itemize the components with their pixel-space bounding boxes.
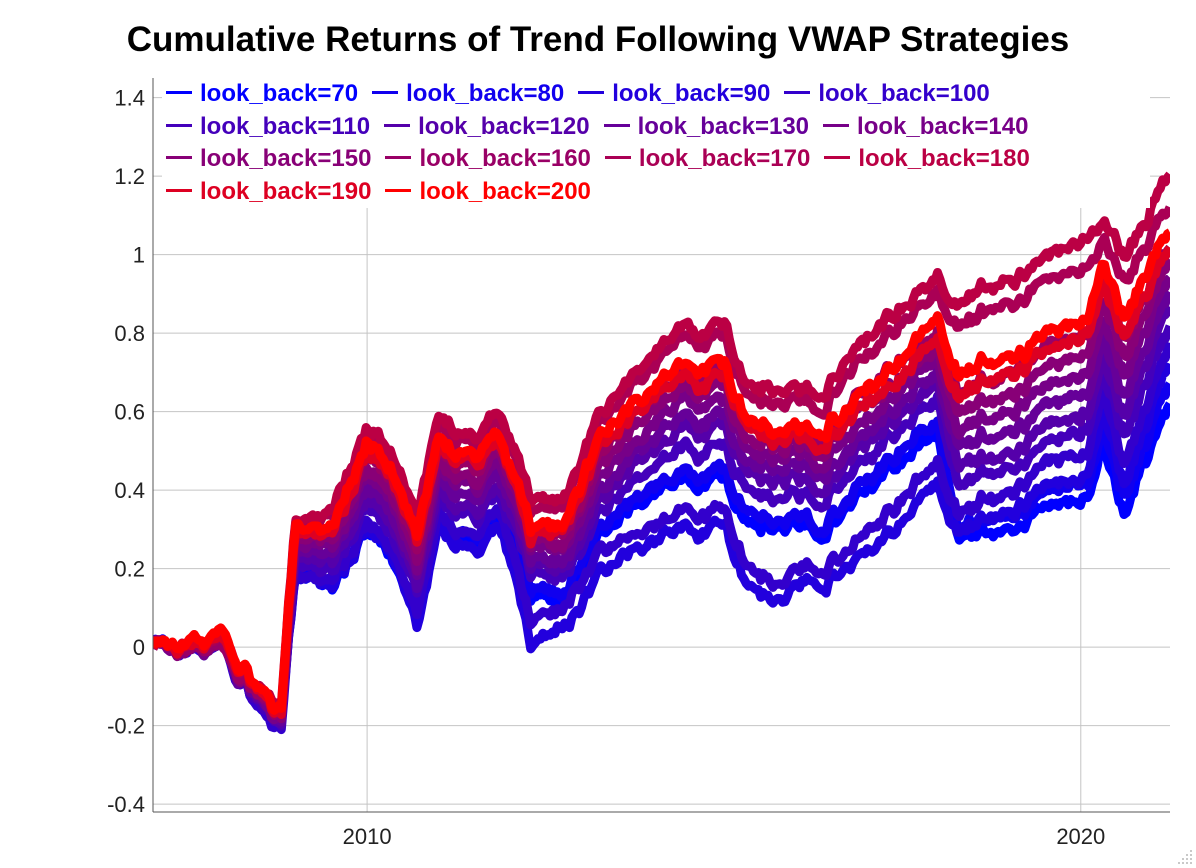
legend-swatch xyxy=(385,156,412,160)
series-line xyxy=(153,228,1170,715)
legend-entry[interactable]: look_back=140 xyxy=(823,111,1028,144)
legend-swatch xyxy=(824,156,851,160)
legend-entry[interactable]: look_back=70 xyxy=(166,78,358,111)
legend-label: look_back=70 xyxy=(200,80,359,107)
legend: look_back=70 look_back=80 look_back=90 look… xyxy=(162,78,1150,208)
legend-entry[interactable]: look_back=90 xyxy=(578,78,770,111)
y-tick-label: 0 xyxy=(133,635,145,660)
y-tick-label: -0.4 xyxy=(107,792,145,817)
y-tick-label: 0.2 xyxy=(114,557,145,582)
chart-title: Cumulative Returns of Trend Following VW… xyxy=(126,20,1070,59)
legend-swatch xyxy=(166,123,192,127)
x-tick-label: 2010 xyxy=(343,824,392,849)
y-tick-label: 0.6 xyxy=(114,400,145,425)
legend-label: look_back=140 xyxy=(857,112,1029,140)
legend-label: look_back=150 xyxy=(200,145,372,172)
legend-entry[interactable]: look_back=110 xyxy=(166,111,370,144)
legend-label: look_back=190 xyxy=(200,177,372,205)
legend-label: look_back=100 xyxy=(818,80,990,107)
legend-entry[interactable]: look_back=200 xyxy=(385,176,591,209)
y-tick-label: -0.2 xyxy=(107,714,145,739)
legend-label: look_back=170 xyxy=(638,145,811,172)
legend-entry[interactable]: look_back=130 xyxy=(603,111,810,144)
series-line xyxy=(153,304,1170,729)
legend-label: look_back=180 xyxy=(858,145,1030,172)
x-tick-label: 2020 xyxy=(1056,824,1105,849)
legend-swatch xyxy=(784,91,811,95)
legend-entry[interactable]: look_back=180 xyxy=(824,143,1030,176)
legend-entry[interactable]: look_back=120 xyxy=(384,111,590,144)
series-line xyxy=(153,171,1170,710)
legend-entry[interactable]: look_back=170 xyxy=(604,143,811,176)
legend-label: look_back=80 xyxy=(406,80,565,107)
legend-swatch xyxy=(384,123,411,127)
y-tick-label: 1.2 xyxy=(114,164,145,189)
y-tick-label: 1.4 xyxy=(114,86,145,111)
legend-entry[interactable]: look_back=100 xyxy=(784,78,990,111)
legend-swatch xyxy=(166,188,192,192)
legend-entry[interactable]: look_back=150 xyxy=(166,143,371,176)
legend-label: look_back=200 xyxy=(419,177,591,205)
legend-swatch xyxy=(372,91,399,95)
legend-swatch xyxy=(166,156,192,160)
resize-grip-icon[interactable] xyxy=(1176,848,1194,866)
series-line xyxy=(153,324,1170,731)
legend-swatch xyxy=(166,91,192,95)
y-tick-label: 0.8 xyxy=(114,321,145,346)
series-line xyxy=(153,341,1170,735)
series-line xyxy=(153,289,1170,727)
legend-label: look_back=130 xyxy=(637,112,810,140)
legend-label: look_back=160 xyxy=(419,145,591,172)
legend-label: look_back=90 xyxy=(612,80,771,107)
legend-swatch xyxy=(604,156,631,160)
tick-labels: -0.4 -0.2 0 0.2 0.4 0.6 0.8 1 1.2 1.4 2010 2020 xyxy=(107,86,1105,849)
legend-swatch xyxy=(385,188,412,192)
legend-entry[interactable]: look_back=190 xyxy=(166,176,371,209)
legend-swatch xyxy=(578,91,605,95)
y-tick-label: 0.4 xyxy=(114,478,145,503)
legend-swatch xyxy=(823,123,850,127)
legend-label: look_back=120 xyxy=(418,112,590,140)
y-tick-label: 1 xyxy=(133,243,145,268)
series-lines xyxy=(153,171,1170,735)
legend-swatch xyxy=(603,123,630,127)
legend-label: look_back=110 xyxy=(200,112,371,140)
axes xyxy=(152,78,1170,813)
legend-entry[interactable]: look_back=160 xyxy=(385,143,591,176)
legend-entry[interactable]: look_back=80 xyxy=(372,78,564,111)
